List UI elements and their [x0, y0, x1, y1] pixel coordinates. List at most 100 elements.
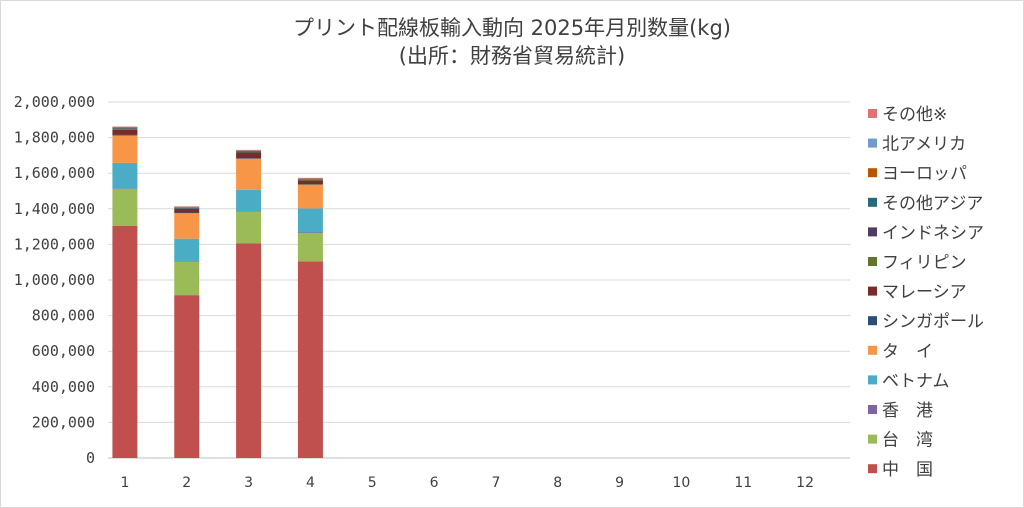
x-tick-label: 5	[368, 475, 377, 491]
bar-segment	[297, 184, 323, 209]
bar-segment	[297, 178, 323, 179]
x-tick-label: 1	[120, 475, 129, 491]
x-tick-label: 2	[182, 475, 191, 491]
legend-swatch	[868, 227, 877, 237]
bar-segment	[236, 158, 262, 159]
bar-segment	[297, 180, 323, 185]
bar-segment	[112, 162, 138, 189]
y-tick-label: 0	[86, 449, 95, 467]
y-tick-label: 800,000	[32, 307, 95, 325]
bar-segment	[297, 232, 323, 262]
x-tick-label: 9	[615, 475, 624, 491]
bar-segment	[174, 212, 200, 239]
bar-segment	[236, 189, 262, 212]
y-tick-label: 1,200,000	[14, 235, 95, 253]
bar-segment	[297, 208, 323, 233]
legend-label: フィリピン	[882, 253, 967, 273]
bar-segment	[112, 188, 138, 190]
bar-segment	[297, 177, 323, 179]
bar-segment	[112, 128, 138, 129]
bar-segment	[174, 260, 200, 262]
bar-segment	[236, 150, 262, 151]
legend-swatch	[868, 345, 877, 355]
legend-label: マレーシア	[882, 283, 967, 303]
chart-title-block: プリント配線板輸入動向 2025年月別数量(kg) (出所：財務省貿易統計)	[0, 14, 1024, 70]
legend-swatch	[868, 109, 877, 118]
legend-swatch	[868, 138, 877, 148]
bar-segment	[112, 126, 138, 128]
legend-label: その他アジア	[882, 194, 983, 214]
y-tick-label: 200,000	[32, 413, 95, 431]
bar-segment	[236, 243, 262, 458]
bar-segment	[174, 207, 200, 208]
bar-segment	[236, 152, 262, 159]
legend-label: シンガポール	[882, 312, 984, 332]
x-tick-label: 8	[553, 475, 562, 491]
legend-swatch	[868, 257, 877, 266]
bar-segment	[174, 238, 200, 261]
bar-segment	[174, 207, 200, 209]
y-tick-label: 600,000	[32, 342, 95, 360]
bar-segment	[112, 189, 138, 226]
bar-segment	[297, 178, 323, 180]
x-tick-label: 4	[306, 475, 315, 491]
legend-swatch	[868, 405, 877, 414]
bar-segment	[112, 126, 138, 128]
bar-segment	[236, 158, 262, 190]
bar-segment	[174, 208, 200, 213]
legend-label: 中 国	[882, 460, 933, 480]
legend-label: ヨーロッパ	[882, 164, 967, 184]
bar-segment	[297, 232, 323, 233]
y-tick-label: 1,600,000	[14, 164, 95, 182]
legend-label: その他※	[882, 105, 947, 125]
legend-swatch	[868, 316, 877, 326]
x-tick-label: 12	[796, 475, 814, 491]
legend-swatch	[868, 375, 877, 385]
legend-swatch	[868, 168, 877, 178]
legend-label: 北アメリカ	[882, 135, 966, 155]
bar-segment	[236, 211, 262, 212]
bar-segment	[297, 184, 323, 185]
legend-label: タ イ	[882, 342, 933, 362]
x-tick-label: 11	[734, 475, 752, 491]
bar-segment	[236, 211, 262, 244]
bar-segment	[174, 212, 200, 214]
bar-segment	[297, 180, 323, 181]
bar-segment	[174, 295, 200, 458]
x-tick-label: 3	[244, 475, 253, 491]
bar-segment	[174, 208, 200, 209]
y-tick-label: 400,000	[32, 378, 95, 396]
legend-swatch	[868, 286, 877, 296]
bar-segment	[174, 206, 200, 208]
x-tick-label: 10	[673, 475, 691, 491]
y-tick-label: 2,000,000	[14, 93, 95, 111]
legend-label: インドネシア	[882, 223, 984, 243]
bar-segment	[236, 149, 262, 151]
bar-segment	[112, 225, 138, 458]
legend-swatch	[868, 197, 877, 207]
x-tick-label: 6	[430, 475, 439, 491]
chart-subtitle: (出所：財務省貿易統計)	[398, 44, 626, 68]
bar-segment	[112, 134, 138, 136]
bar-segment	[236, 151, 262, 153]
legend-label: ベトナム	[882, 371, 950, 391]
bar-segment	[236, 152, 262, 154]
legend-label: 台 湾	[882, 431, 933, 451]
y-tick-label: 1,800,000	[14, 129, 95, 147]
bar-segment	[297, 179, 323, 181]
bar-segment	[236, 151, 262, 152]
bar-segment	[297, 179, 323, 180]
bar-segment	[112, 129, 138, 130]
bar-segment	[112, 129, 138, 135]
y-tick-label: 1,400,000	[14, 200, 95, 218]
y-tick-label: 1,000,000	[14, 271, 95, 289]
x-tick-label: 7	[491, 475, 500, 491]
bar-segment	[174, 206, 200, 207]
bar-segment	[174, 261, 200, 296]
legend-swatch	[868, 464, 877, 474]
bar-segment	[297, 261, 323, 458]
legend-swatch	[868, 434, 877, 444]
bar-segment	[112, 127, 138, 129]
